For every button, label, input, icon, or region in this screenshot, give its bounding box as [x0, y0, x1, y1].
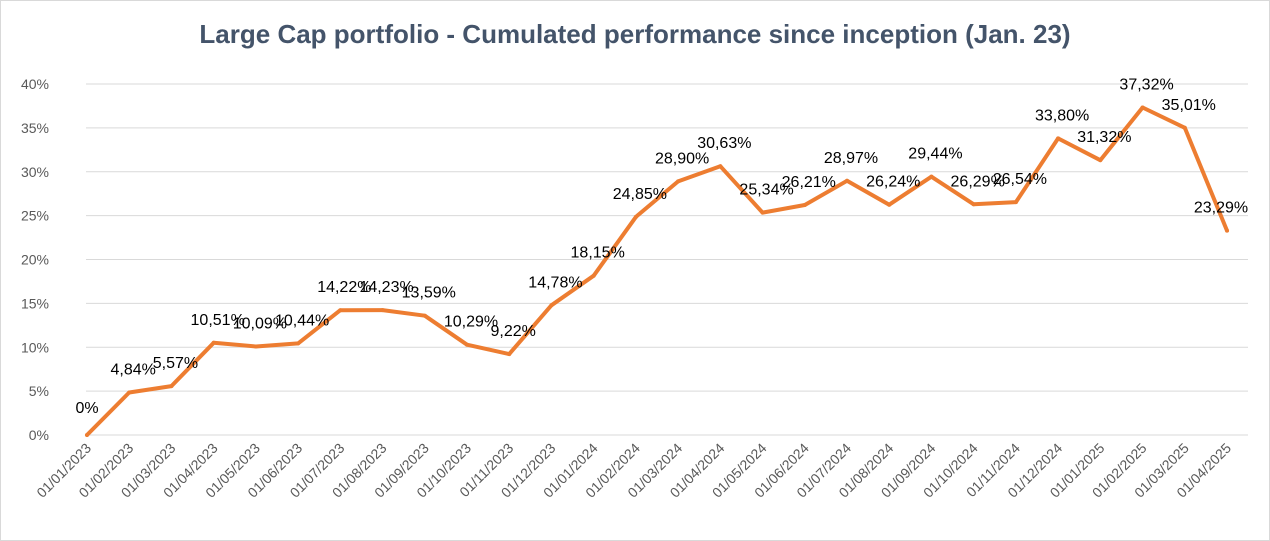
data-point	[845, 178, 849, 183]
data-label: 14,23%	[359, 279, 413, 296]
chart-title: Large Cap portfolio - Cumulated performa…	[199, 19, 1071, 49]
data-point	[85, 433, 89, 437]
gridlines	[86, 83, 1248, 436]
data-label: 5,57%	[153, 355, 198, 372]
y-tick-label: 5%	[29, 383, 49, 399]
data-label: 10,09%	[233, 315, 287, 332]
data-point	[1182, 125, 1187, 130]
x-axis-ticks: 01/01/202301/02/202301/03/202301/04/2023…	[33, 440, 1234, 501]
data-point	[169, 384, 174, 389]
data-label: 28,97%	[824, 150, 878, 167]
data-point	[507, 352, 512, 357]
data-label: 26,29%	[951, 173, 1005, 190]
data-point	[296, 341, 301, 346]
data-point	[338, 308, 343, 313]
y-tick-label: 10%	[21, 339, 49, 355]
y-tick-label: 35%	[21, 120, 49, 136]
data-label: 25,34%	[739, 182, 793, 199]
data-label: 29,44%	[908, 146, 962, 163]
y-tick-label: 30%	[21, 164, 49, 180]
data-label: 26,21%	[782, 174, 836, 191]
series-line	[85, 105, 1229, 437]
data-label: 35,01%	[1162, 97, 1216, 114]
data-point	[718, 164, 723, 169]
data-label: 28,90%	[655, 150, 709, 167]
data-label: 10,29%	[444, 314, 498, 331]
y-tick-label: 20%	[21, 252, 49, 268]
data-point	[971, 202, 976, 207]
data-label: 10,51%	[191, 312, 245, 329]
data-point	[1098, 158, 1103, 163]
series-layer	[85, 105, 1229, 437]
data-point	[802, 203, 807, 208]
data-labels: 0% 4,84%5,57% 10,51%10,09%10,44% 14,22%14,2…	[75, 77, 1248, 417]
y-tick-label: 15%	[21, 295, 49, 311]
y-tick-label: 40%	[21, 76, 49, 92]
data-label: 13,59%	[402, 285, 456, 302]
data-label: 0%	[75, 400, 98, 417]
data-point	[465, 342, 469, 347]
data-label: 4,84%	[111, 362, 156, 379]
data-point	[633, 214, 638, 219]
data-label: 14,22%	[317, 279, 371, 296]
data-label: 31,32%	[1077, 129, 1131, 146]
data-point	[760, 210, 765, 215]
data-point	[1140, 105, 1145, 110]
y-tick-label: 0%	[29, 427, 49, 443]
data-point	[127, 390, 132, 395]
data-label: 33,80%	[1035, 107, 1089, 124]
data-point	[1013, 200, 1018, 205]
data-label: 10,44%	[275, 312, 329, 329]
y-tick-label: 25%	[21, 208, 49, 224]
data-label: 30,63%	[697, 135, 751, 152]
data-label: 24,85%	[613, 186, 667, 203]
data-label: 9,22%	[491, 323, 536, 340]
data-point	[1056, 136, 1061, 141]
data-label: 26,54%	[993, 171, 1047, 188]
data-label: 37,32%	[1119, 77, 1173, 94]
data-point	[591, 273, 596, 278]
data-point	[549, 303, 554, 308]
data-point	[929, 174, 934, 179]
data-label: 14,78%	[528, 274, 582, 291]
data-point	[422, 313, 427, 318]
data-label: 18,15%	[571, 245, 625, 262]
data-label: 26,24%	[866, 174, 920, 191]
data-point	[253, 344, 258, 349]
data-point	[1225, 228, 1229, 233]
data-point	[211, 340, 216, 345]
data-label: 23,29%	[1194, 200, 1248, 217]
data-point	[380, 308, 385, 313]
data-point	[676, 179, 681, 184]
data-point	[887, 202, 892, 207]
y-axis-ticks: 0% 5% 10% 15% 20% 25% 30% 35% 40%	[21, 76, 49, 443]
